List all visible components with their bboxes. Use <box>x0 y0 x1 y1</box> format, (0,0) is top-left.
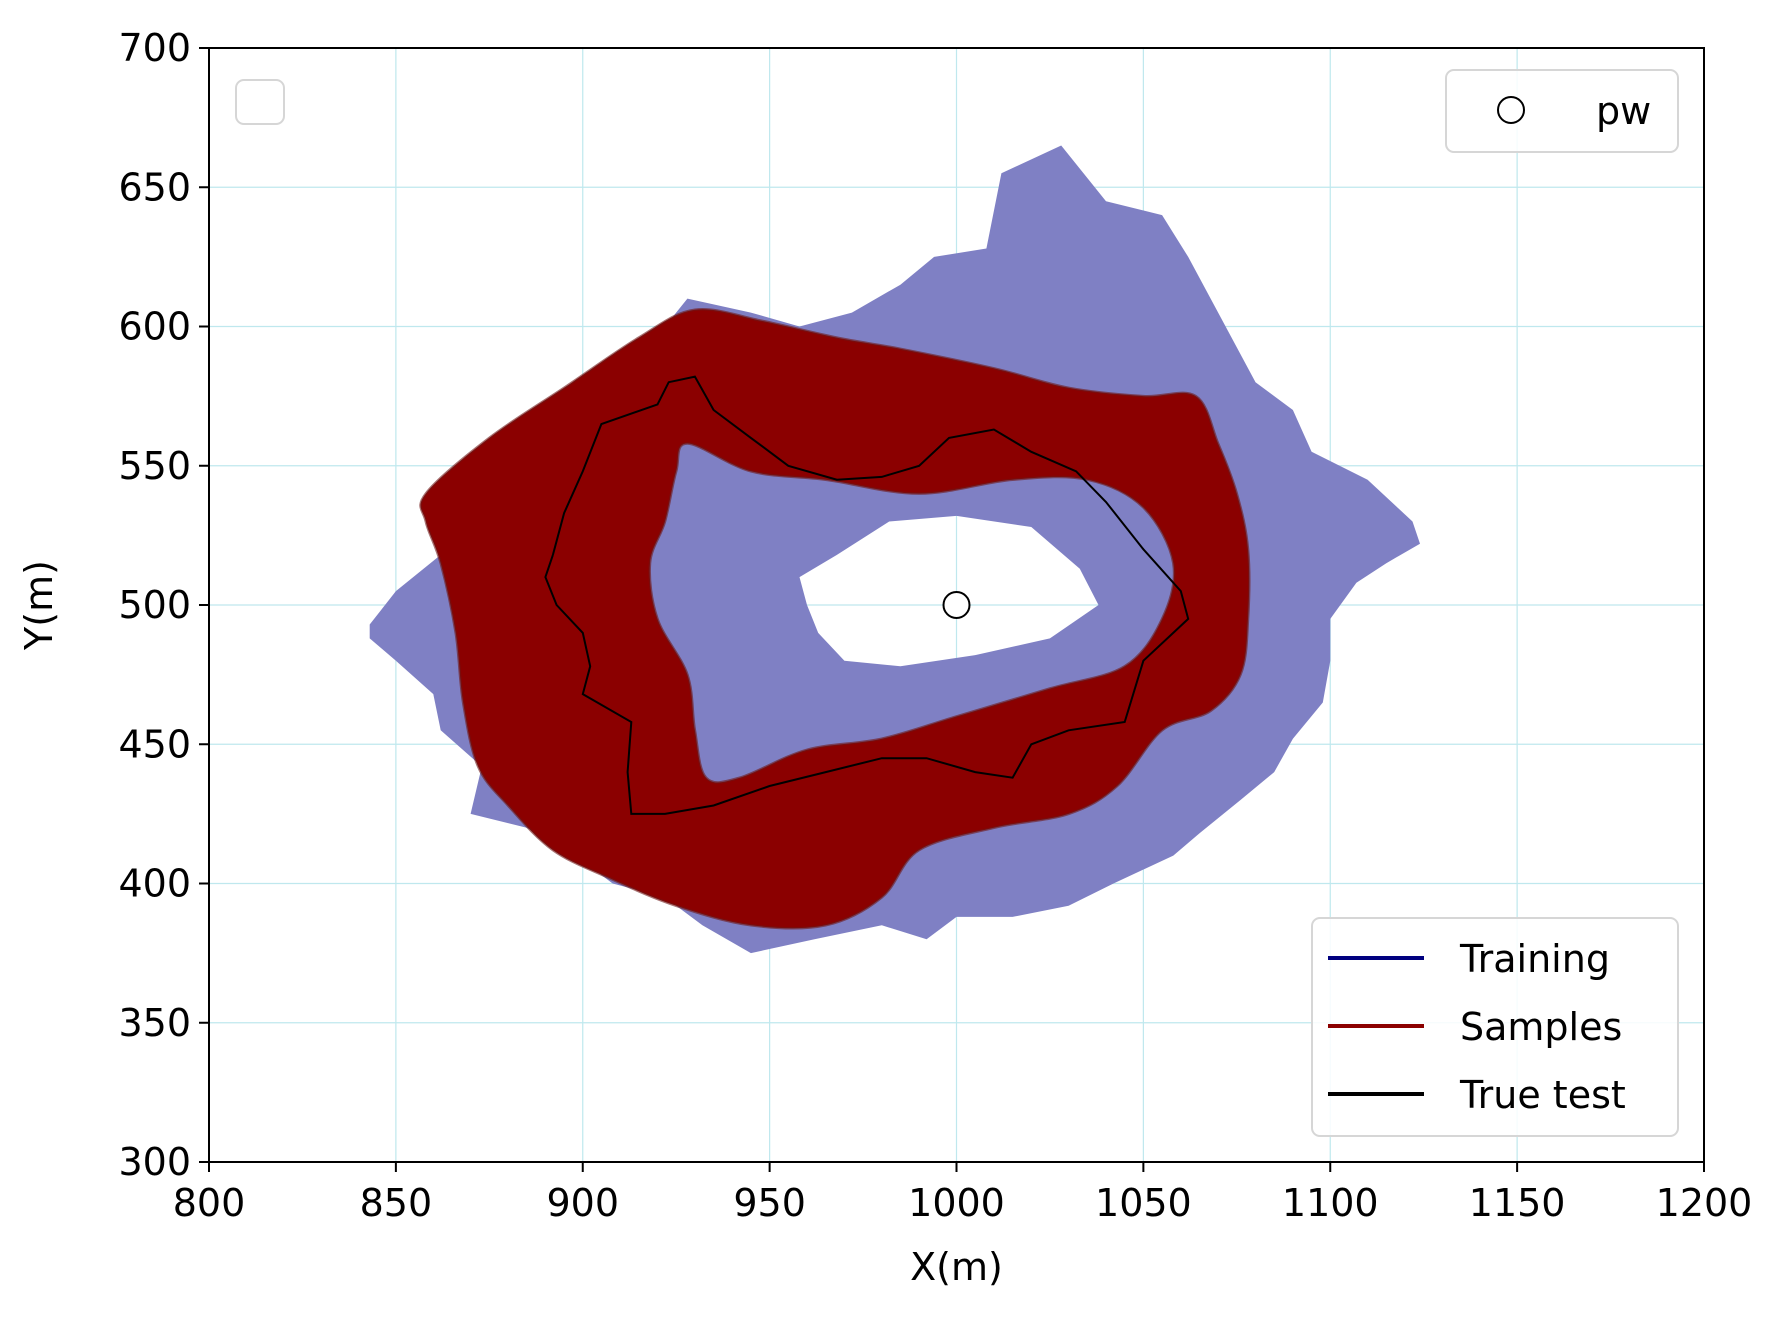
x-tick-label: 950 <box>733 1181 806 1225</box>
legend-empty-box <box>235 79 285 125</box>
legend-training-label: Training <box>1459 937 1610 981</box>
y-tick-label: 300 <box>118 1140 191 1184</box>
y-tick-label: 350 <box>118 1001 191 1045</box>
x-tick-label: 1150 <box>1469 1181 1566 1225</box>
legend-true-test-label: True test <box>1459 1073 1626 1117</box>
legend-pw-label: pw <box>1596 89 1651 133</box>
legend-samples-label: Samples <box>1460 1005 1622 1049</box>
samples-outline <box>419 308 1251 930</box>
legend-series: Training Samples True test <box>1311 917 1679 1137</box>
y-tick-label: 700 <box>118 26 191 70</box>
legend-empty <box>235 79 285 125</box>
x-tick-label: 1000 <box>908 1181 1005 1225</box>
legend-pw-marker-icon <box>1497 96 1525 124</box>
pw-marker <box>942 591 971 619</box>
y-tick-label: 650 <box>118 165 191 209</box>
y-tick-label: 500 <box>118 583 191 627</box>
x-tick-label: 1050 <box>1095 1181 1192 1225</box>
x-tick-label: 800 <box>173 1181 246 1225</box>
y-axis-label: Y(m) <box>17 560 61 651</box>
y-tick-label: 600 <box>118 305 191 349</box>
legend-pw: pw <box>1445 69 1679 153</box>
axis-ticks: 800 850 900 950 1000 1050 1100 1150 1200 300 350 40… <box>118 26 1752 1225</box>
x-tick-label: 850 <box>360 1181 433 1225</box>
legend-pw-box <box>1445 69 1679 153</box>
y-tick-label: 450 <box>118 722 191 766</box>
y-tick-label: 550 <box>118 444 191 488</box>
x-tick-label: 1100 <box>1282 1181 1379 1225</box>
y-tick-label: 400 <box>118 862 191 906</box>
x-tick-label: 1200 <box>1656 1181 1753 1225</box>
x-axis-label: X(m) <box>910 1245 1003 1289</box>
legend-series-box <box>1311 917 1679 1137</box>
true-test-line <box>544 375 1190 815</box>
x-tick-label: 900 <box>546 1181 619 1225</box>
plot-area <box>369 145 1421 954</box>
